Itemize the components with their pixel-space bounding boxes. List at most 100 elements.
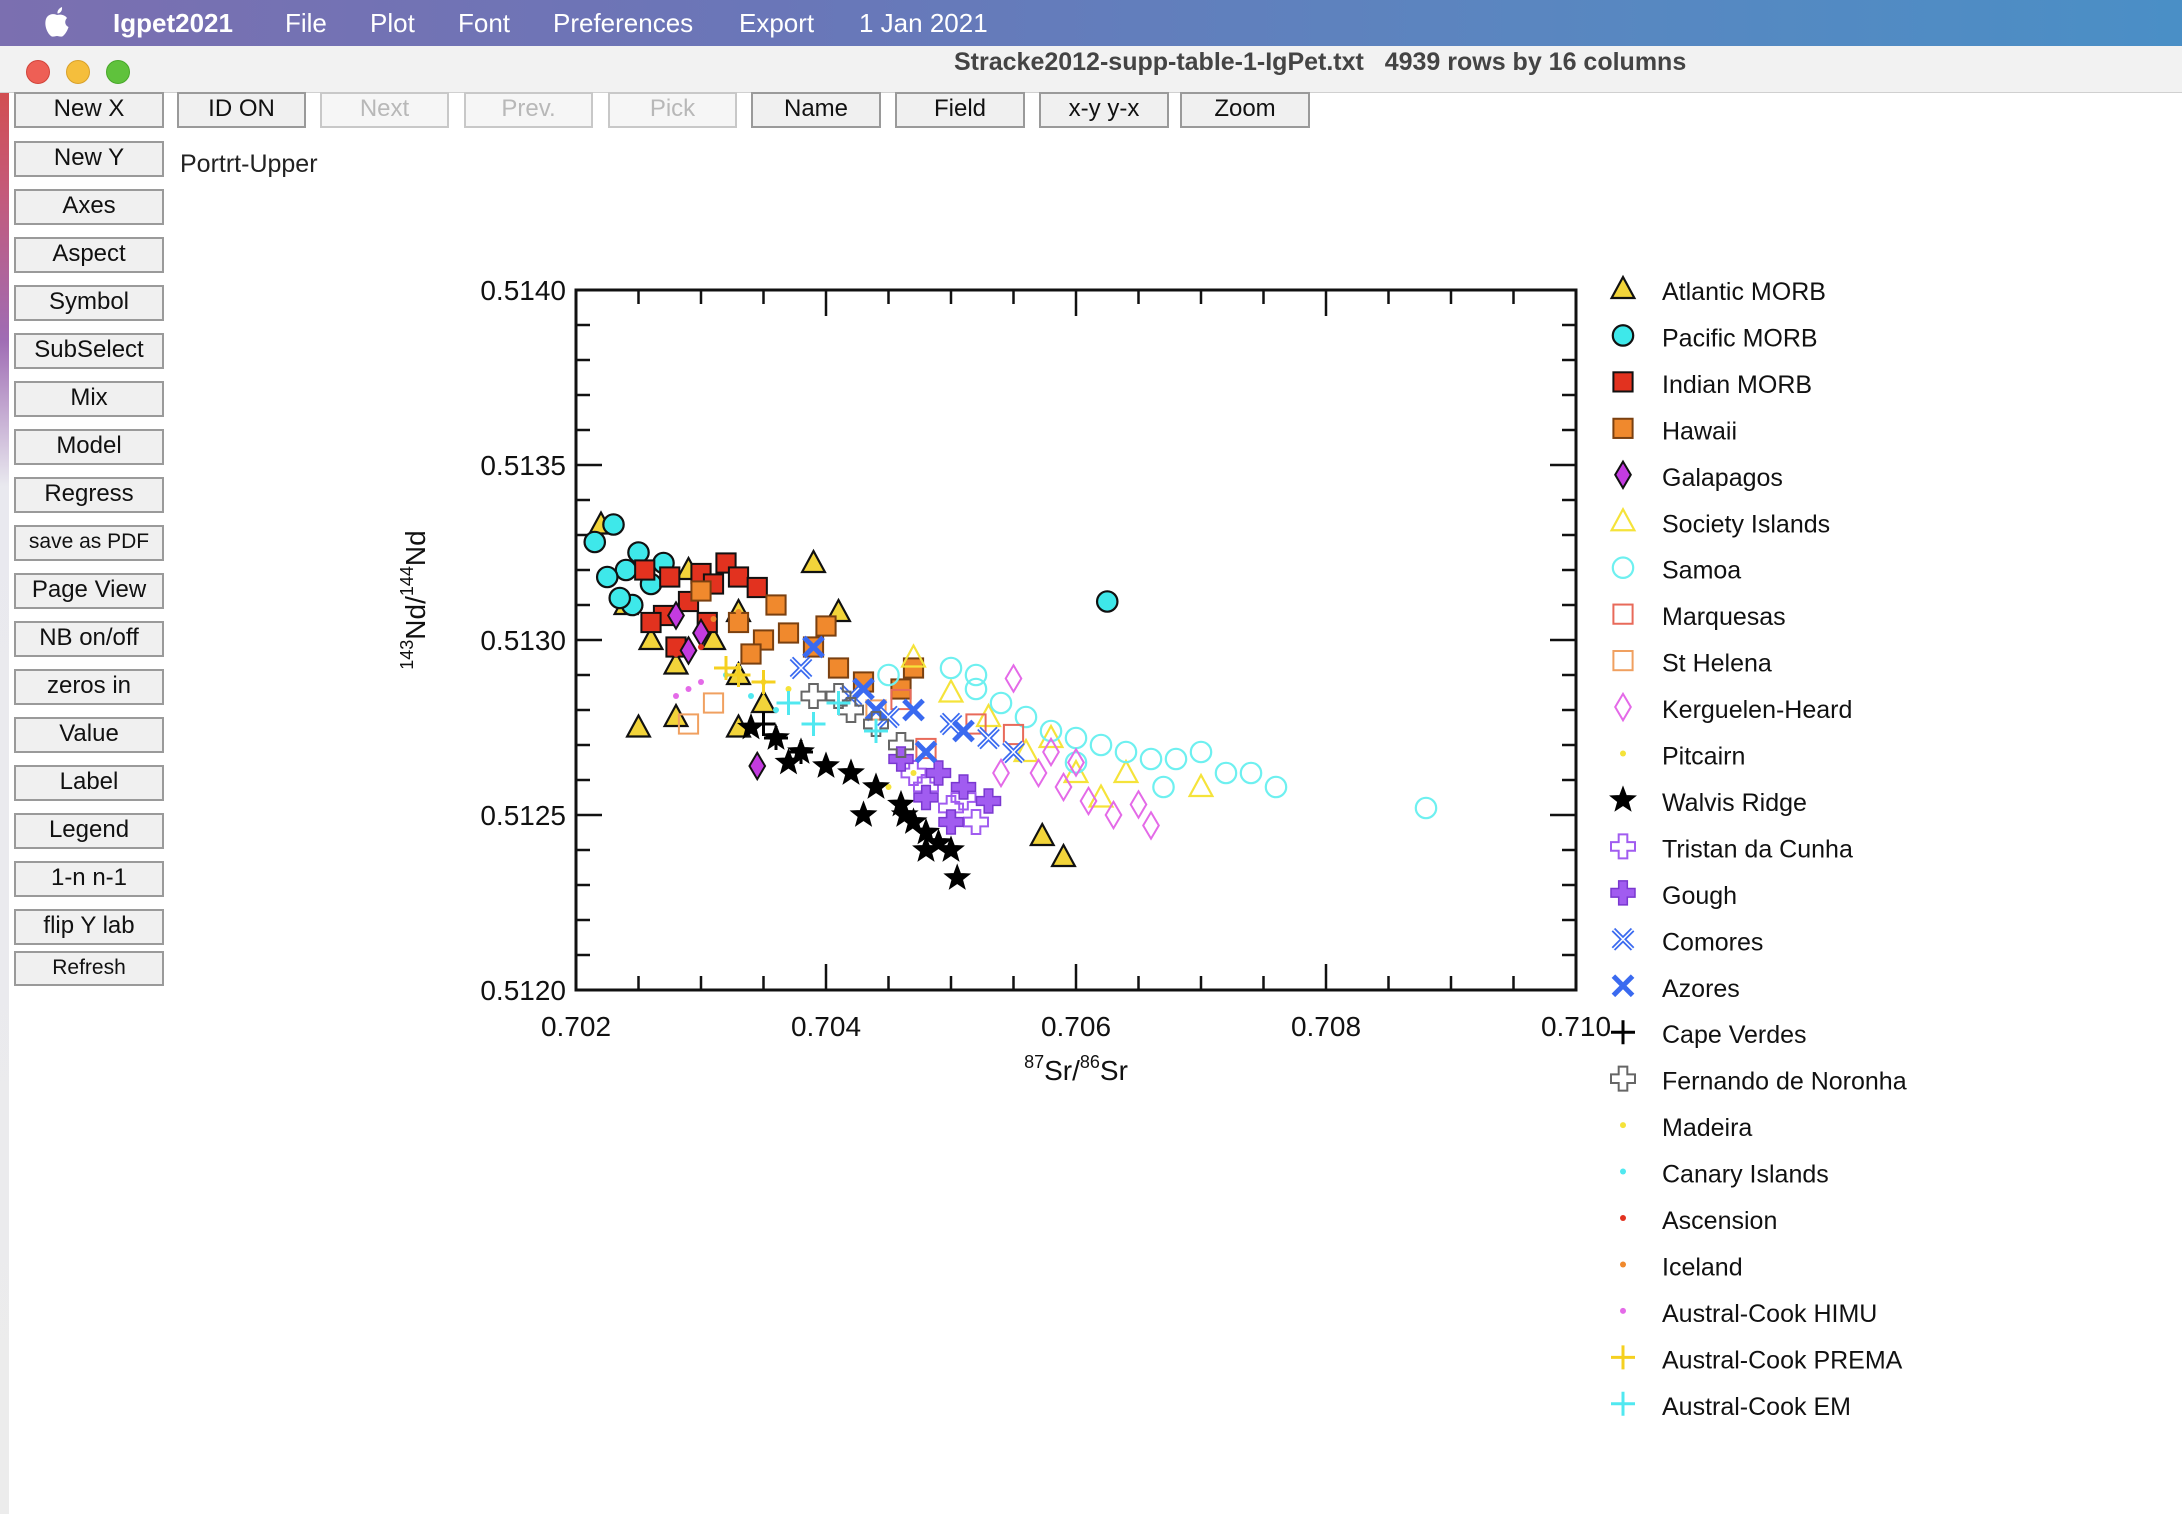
legend-label: Tristan da Cunha <box>1662 835 1853 863</box>
legend-label: Austral-Cook EM <box>1662 1393 1851 1421</box>
label-button[interactable]: Label <box>14 765 164 801</box>
data-point <box>888 732 914 758</box>
pick-button[interactable]: Pick <box>608 92 737 128</box>
legend-symbol <box>1611 1391 1635 1416</box>
data-point <box>890 800 919 827</box>
legend-label: Madeira <box>1662 1114 1752 1142</box>
data-point <box>1089 733 1113 757</box>
refresh-button[interactable]: Refresh <box>14 951 164 986</box>
menu-date: 1 Jan 2021 <box>859 8 988 38</box>
zoom-window-button[interactable] <box>106 60 130 84</box>
legend-button[interactable]: Legend <box>14 813 164 849</box>
model-button[interactable]: Model <box>14 429 164 465</box>
data-point <box>937 678 965 703</box>
legend-label: Fernando de Noronha <box>1662 1068 1907 1096</box>
data-point <box>751 670 776 694</box>
data-point <box>950 774 977 800</box>
flip-y-lab-button[interactable]: flip Y lab <box>14 909 164 945</box>
x-tick-label: 0.704 <box>791 1011 861 1042</box>
name-button[interactable]: Name <box>751 92 881 128</box>
zeros-in-button[interactable]: zeros in <box>14 669 164 705</box>
data-point <box>863 711 889 737</box>
data-point <box>1414 796 1438 820</box>
data-point <box>925 760 952 786</box>
data-point <box>915 737 937 760</box>
apple-icon[interactable] <box>42 4 72 38</box>
data-point <box>943 863 972 890</box>
legend-label: Canary Islands <box>1662 1161 1829 1189</box>
legend-label: Walvis Ridge <box>1662 789 1807 817</box>
new-y-button[interactable]: New Y <box>14 141 164 177</box>
next-button[interactable]: Next <box>320 92 449 128</box>
data-point <box>774 747 803 775</box>
legend-label: Kerguelen-Heard <box>1662 696 1852 724</box>
plot-border <box>574 288 1578 992</box>
menu-file[interactable]: File <box>285 8 327 38</box>
legend-symbol <box>1620 1307 1626 1314</box>
data-point <box>827 657 850 679</box>
id-on-button[interactable]: ID ON <box>177 92 306 128</box>
data-point <box>776 691 801 715</box>
data-point <box>864 698 888 722</box>
data-point <box>965 713 987 735</box>
legend-symbol <box>1620 1261 1626 1268</box>
regress-button[interactable]: Regress <box>14 477 164 513</box>
legend-symbol <box>1609 785 1637 812</box>
menu-plot[interactable]: Plot <box>370 8 415 38</box>
data-point <box>726 663 751 687</box>
data-point <box>748 693 754 699</box>
legend-symbol <box>1620 1215 1626 1221</box>
value-button[interactable]: Value <box>14 717 164 753</box>
field-button[interactable]: Field <box>895 92 1025 128</box>
data-point <box>964 677 988 701</box>
data-point-inner <box>1003 741 1024 763</box>
data-point <box>852 677 875 701</box>
data-point <box>913 784 939 811</box>
data-point <box>1064 751 1088 774</box>
page-view-button[interactable]: Page View <box>14 573 164 609</box>
data-point <box>1152 775 1175 799</box>
legend-label: Galapagos <box>1662 464 1783 492</box>
mix-button[interactable]: Mix <box>14 381 164 417</box>
axes-button[interactable]: Axes <box>14 189 164 225</box>
data-point <box>914 740 938 764</box>
data-point <box>637 625 665 651</box>
prev-button[interactable]: Prev. <box>464 92 593 128</box>
aspect-button[interactable]: Aspect <box>14 237 164 273</box>
legend-label: Austral-Cook PREMA <box>1662 1346 1903 1374</box>
y-tick-label: 0.5125 <box>480 800 566 831</box>
minimize-window-button[interactable] <box>66 60 90 84</box>
data-point <box>900 643 927 668</box>
legend-label: Azores <box>1662 975 1740 1003</box>
1-n-n-1-button[interactable]: 1-n n-1 <box>14 861 164 897</box>
legend-label: Austral-Cook HIMU <box>1662 1300 1877 1328</box>
x-tick-label: 0.708 <box>1291 1011 1361 1042</box>
data-point <box>662 650 690 675</box>
x-y-swap-button[interactable]: x-y y-x <box>1039 92 1169 128</box>
axis-ticks <box>574 288 1578 992</box>
data-point <box>902 657 925 679</box>
nb-on-off-button[interactable]: NB on/off <box>14 621 164 657</box>
zoom-button[interactable]: Zoom <box>1180 92 1310 128</box>
legend-label: Pacific MORB <box>1662 324 1818 352</box>
new-x-button[interactable]: New X <box>14 92 164 128</box>
app-menu[interactable]: Igpet2021 <box>113 8 233 38</box>
data-point <box>746 576 768 599</box>
data-point <box>1067 747 1085 778</box>
plot-frame <box>574 288 1578 992</box>
file-name: Stracke2012-supp-table-1-IgPet.txt <box>954 48 1364 76</box>
save-as-pdf-button[interactable]: save as PDF <box>14 525 164 561</box>
menu-preferences[interactable]: Preferences <box>553 8 694 38</box>
data-point <box>800 548 827 574</box>
data-point <box>890 688 912 711</box>
menu-font[interactable]: Font <box>458 8 511 38</box>
close-window-button[interactable] <box>26 60 50 84</box>
legend-symbol <box>1611 974 1635 998</box>
symbol-button[interactable]: Symbol <box>14 285 164 321</box>
data-point <box>1002 723 1025 746</box>
data-point <box>595 565 619 589</box>
subselect-button[interactable]: SubSelect <box>14 333 164 369</box>
data-point <box>975 788 1002 814</box>
data-point <box>698 679 704 685</box>
menu-export[interactable]: Export <box>739 8 815 38</box>
